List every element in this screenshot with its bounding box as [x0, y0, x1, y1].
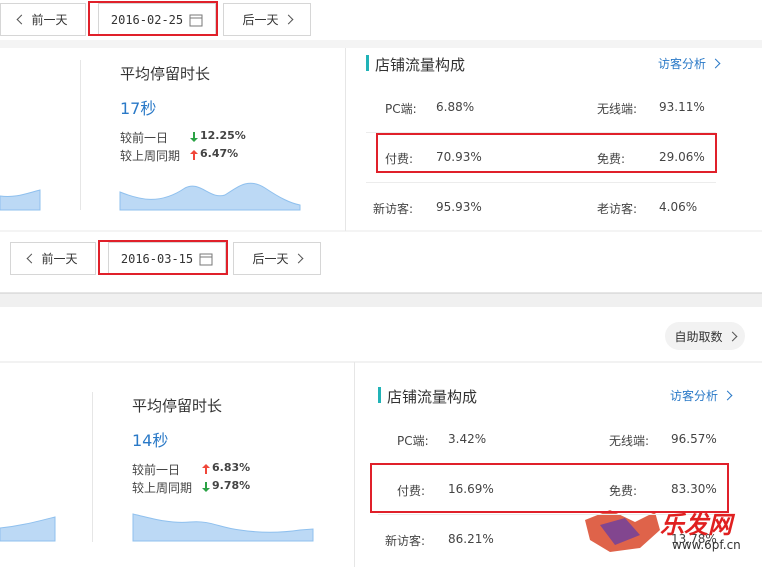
prev-day-button[interactable]: 前一天 — [10, 242, 96, 275]
visitor-analysis-link[interactable]: 访客分析 — [670, 387, 733, 404]
title-accent — [366, 55, 369, 71]
row-label: 无线端: — [597, 102, 638, 116]
highlight-box — [98, 240, 228, 275]
highlight-box — [370, 463, 729, 513]
row-value: 83.30% — [671, 482, 717, 496]
row-label: 付费: — [385, 152, 414, 166]
divider — [92, 392, 93, 542]
row-label: 免费: — [597, 152, 626, 166]
divider — [354, 362, 355, 567]
row-value: 93.11% — [659, 100, 705, 114]
row-value: 70.93% — [436, 150, 482, 164]
title-accent — [378, 387, 381, 403]
row-label: 新访客: — [385, 534, 426, 548]
row-value: 13.78% — [671, 532, 717, 546]
row-label: 无线端: — [609, 434, 650, 448]
prev-day-button[interactable]: 前一天 — [0, 3, 86, 36]
visitor-analysis-link[interactable]: 访客分析 — [658, 55, 721, 72]
link-label: 访客分析 — [670, 389, 719, 403]
logo-name: 乐发网 — [660, 511, 732, 539]
next-day-button[interactable]: 后一天 — [233, 242, 321, 275]
compare-value: 12.25% — [200, 129, 246, 142]
extra-button[interactable]: 自助取数 — [665, 322, 745, 350]
compare-label: 较上周同期 — [132, 481, 193, 495]
metric-value: 14秒 — [132, 431, 169, 450]
row-label: 新访客: — [373, 202, 414, 216]
row-separator — [366, 182, 716, 183]
button-label: 后一天 — [252, 252, 289, 266]
metric-title: 平均停留时长 — [132, 397, 223, 415]
row-value: 96.57% — [671, 432, 717, 446]
button-label: 后一天 — [242, 13, 279, 27]
compare-value: 6.83% — [212, 461, 251, 474]
highlight-box — [88, 1, 218, 36]
row-value: 3.42% — [448, 432, 487, 446]
divider — [345, 48, 346, 231]
row-value: 95.93% — [436, 200, 482, 214]
logo-url: www.6pf.cn — [672, 538, 741, 552]
highlight-box — [376, 133, 717, 173]
traffic-title: 店铺流量构成 — [387, 388, 478, 406]
compare-label: 较上周同期 — [120, 149, 181, 163]
button-label: 自助取数 — [674, 329, 723, 344]
divider — [80, 60, 81, 210]
row-value: 86.21% — [448, 532, 494, 546]
trend-arrow — [190, 150, 198, 160]
compare-label: 较前一日 — [132, 463, 181, 477]
row-value: 29.06% — [659, 150, 705, 164]
row-separator — [366, 132, 716, 133]
row-label: PC端: — [397, 434, 429, 448]
link-label: 访客分析 — [658, 57, 707, 71]
calendar-icon[interactable] — [199, 252, 213, 266]
row-label: 免费: — [609, 484, 638, 498]
compare-value: 6.47% — [200, 147, 239, 160]
trend-arrow — [202, 464, 210, 474]
row-label: PC端: — [385, 102, 417, 116]
date-picker[interactable]: 2016-02-25 — [98, 3, 216, 36]
row-separator — [378, 514, 728, 515]
metric-value: 17秒 — [120, 99, 157, 118]
button-label: 前一天 — [31, 13, 68, 27]
row-label: 付费: — [397, 484, 426, 498]
compare-label: 较前一日 — [120, 131, 169, 145]
row-value: 16.69% — [448, 482, 494, 496]
trend-arrow — [190, 132, 198, 142]
next-day-button[interactable]: 后一天 — [223, 3, 311, 36]
calendar-icon[interactable] — [189, 13, 203, 27]
button-label: 前一天 — [41, 252, 78, 266]
date-value: 2016-02-25 — [110, 12, 184, 27]
compare-value: 9.78% — [212, 479, 251, 492]
metric-title: 平均停留时长 — [120, 65, 211, 83]
row-label: 老访客: — [597, 202, 638, 216]
row-value: 6.88% — [436, 100, 475, 114]
traffic-title: 店铺流量构成 — [375, 56, 466, 74]
trend-arrow — [202, 482, 210, 492]
row-value: 4.06% — [659, 200, 698, 214]
date-value: 2016-03-15 — [120, 251, 194, 266]
